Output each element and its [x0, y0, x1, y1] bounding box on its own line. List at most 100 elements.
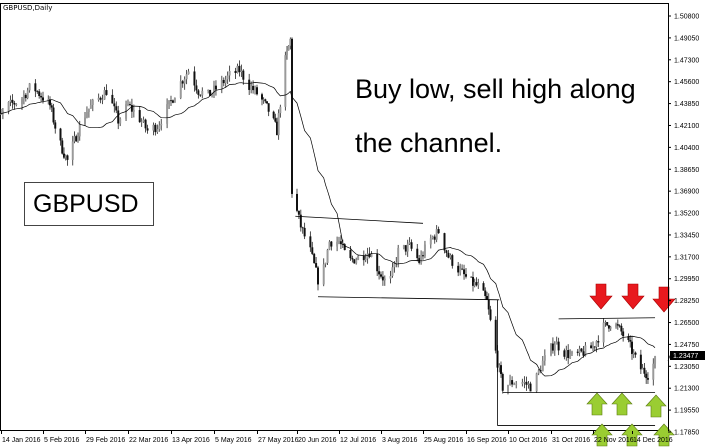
- current-price-label: 1.23477: [673, 353, 698, 360]
- bear-candle: [291, 38, 293, 194]
- bull-candle: [87, 108, 90, 112]
- bull-candle: [435, 229, 438, 240]
- bull-candle: [254, 87, 257, 91]
- bear-candle: [128, 104, 131, 105]
- bull-candle: [328, 241, 331, 250]
- plot-frame: [0, 3, 669, 431]
- bear-candle: [616, 324, 619, 326]
- price-tick-label: 1.36900: [674, 189, 699, 196]
- bear-candle: [472, 277, 474, 286]
- bear-candle: [272, 111, 275, 119]
- price-tick-label: 1.21300: [674, 386, 699, 393]
- price-tick-label: 1.35200: [674, 211, 699, 218]
- bear-candle: [214, 85, 217, 90]
- bull-candle: [592, 346, 594, 349]
- bear-candle: [593, 346, 596, 348]
- bear-candle: [582, 351, 585, 356]
- bull-candle: [355, 259, 358, 264]
- bull-candle: [26, 90, 29, 99]
- bull-candle: [449, 255, 452, 258]
- bull-candle: [179, 81, 182, 98]
- bull-candle: [168, 100, 171, 105]
- bear-candle: [529, 383, 532, 392]
- bull-candle: [429, 238, 432, 245]
- date-tick-label: 31 Oct 2016: [552, 437, 590, 444]
- bull-candle: [550, 343, 552, 356]
- bear-candle: [557, 341, 560, 351]
- bull-candle: [477, 283, 480, 286]
- bull-candle: [615, 324, 618, 328]
- bull-candle: [370, 253, 373, 258]
- bear-candle: [222, 79, 225, 84]
- bull-candle: [166, 104, 169, 124]
- bull-candle: [158, 125, 161, 130]
- bull-candle: [338, 241, 340, 243]
- bear-candle: [378, 271, 381, 275]
- bear-candle: [274, 118, 277, 122]
- price-tick-label: 1.45600: [674, 79, 699, 86]
- bull-candle: [64, 155, 67, 158]
- chart-title: GBPUSD,Daily: [3, 4, 53, 12]
- sell-arrow-icon: [589, 283, 613, 310]
- bear-candle: [52, 107, 55, 123]
- buy-arrow-icon: [591, 423, 613, 447]
- bear-candle: [606, 322, 609, 326]
- moving-average-line: [0, 82, 656, 377]
- bull-candle: [71, 141, 74, 160]
- bull-candle: [609, 327, 612, 329]
- bull-candle: [595, 341, 598, 347]
- bear-candle: [470, 276, 473, 278]
- bull-candle: [7, 102, 10, 111]
- bull-candle: [73, 136, 76, 142]
- bull-candle: [513, 384, 516, 386]
- bear-candle: [351, 258, 354, 260]
- date-tick-label: 12 Jul 2016: [340, 437, 376, 444]
- bull-candle: [543, 355, 546, 361]
- bear-candle: [487, 299, 490, 310]
- bear-candle: [40, 95, 43, 98]
- bear-candle: [511, 380, 514, 385]
- bull-candle: [389, 276, 392, 279]
- bull-candle: [89, 105, 92, 109]
- bear-candle: [317, 267, 319, 285]
- bull-candle: [279, 106, 282, 114]
- bear-candle: [607, 325, 610, 329]
- bear-candle: [42, 97, 44, 101]
- price-tick-label: 1.49050: [674, 35, 699, 42]
- bear-candle: [13, 102, 16, 105]
- bull-candle: [127, 104, 129, 105]
- bear-candle: [646, 378, 649, 380]
- bull-candle: [569, 353, 572, 359]
- date-tick-label: 22 Nov 2016: [594, 437, 634, 444]
- bear-candle: [315, 263, 318, 268]
- bull-candle: [183, 79, 186, 84]
- bear-candle: [296, 193, 298, 211]
- bear-candle: [261, 94, 263, 100]
- date-tick-label: 20 Jun 2016: [298, 437, 337, 444]
- bull-candle: [604, 322, 607, 323]
- bull-candle: [527, 383, 530, 385]
- bear-candle: [181, 81, 184, 84]
- bull-candle: [9, 99, 12, 103]
- bear-candle: [99, 97, 102, 100]
- bear-candle: [620, 325, 623, 332]
- bull-candle: [402, 245, 405, 248]
- bear-candle: [113, 103, 116, 107]
- bull-candle: [78, 123, 81, 137]
- bear-candle: [500, 365, 502, 374]
- bear-candle: [433, 236, 436, 240]
- bull-candle: [537, 370, 540, 374]
- bull-candle: [423, 244, 426, 257]
- bull-candle: [220, 79, 223, 90]
- date-tick-label: 16 Sep 2016: [467, 437, 507, 444]
- bull-candle: [326, 249, 329, 263]
- bull-candle: [578, 348, 581, 353]
- bear-candle: [489, 309, 492, 320]
- bear-candle: [276, 121, 278, 136]
- bear-candle: [343, 244, 346, 251]
- bull-candle: [473, 282, 476, 286]
- date-tick-label: 13 Apr 2016: [172, 437, 210, 444]
- bear-candle: [252, 85, 255, 91]
- bull-candle: [187, 71, 190, 75]
- bear-candle: [525, 381, 528, 385]
